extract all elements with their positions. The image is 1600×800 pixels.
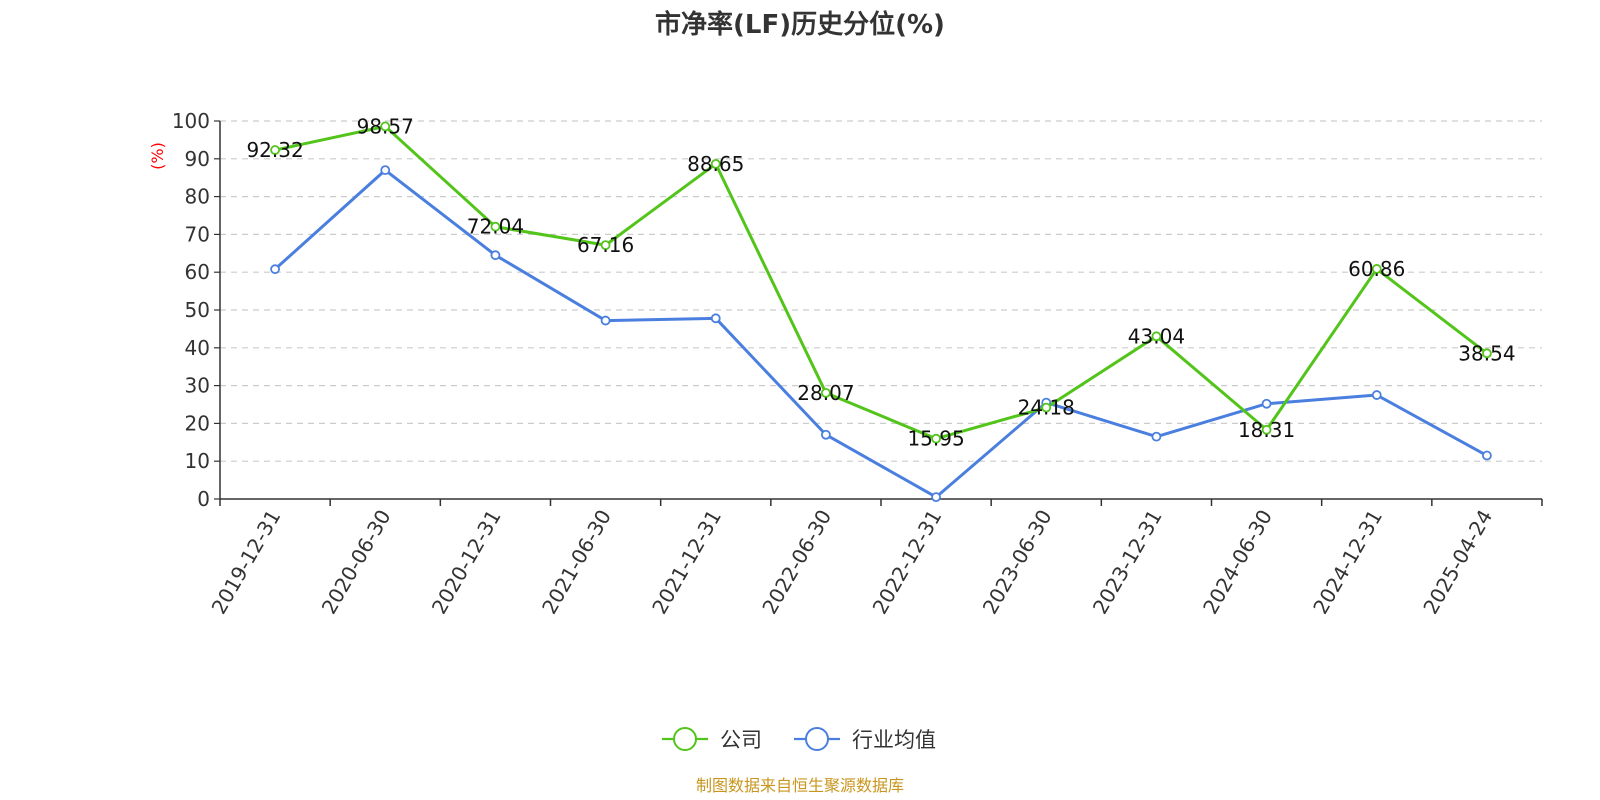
data-point[interactable] — [821, 429, 831, 440]
x-tick-label: 2020-06-30 — [317, 506, 396, 619]
data-point[interactable] — [490, 250, 501, 261]
data-point[interactable] — [1041, 402, 1052, 413]
data-label: 88.65 — [687, 152, 744, 176]
x-tick-label: 2024-12-31 — [1308, 506, 1387, 619]
data-point[interactable] — [1261, 398, 1272, 409]
y-tick-label: 30 — [185, 374, 210, 398]
series-lines — [270, 121, 1492, 503]
data-label: 92.32 — [246, 138, 303, 162]
chart-title: 市净率(LF)历史分位(%) — [655, 9, 945, 40]
data-point[interactable] — [380, 121, 391, 132]
data-label: 67.16 — [577, 233, 634, 257]
data-label: 38.54 — [1458, 341, 1515, 365]
source-note: 制图数据来自恒生聚源数据库 — [696, 776, 904, 795]
y-tick-label: 20 — [185, 411, 210, 435]
data-label: 15.95 — [907, 427, 964, 451]
data-label: 60.86 — [1348, 257, 1405, 281]
y-tick-label: 80 — [185, 185, 210, 209]
y-tick-label: 50 — [185, 298, 210, 322]
x-tick-label: 2021-06-30 — [537, 506, 616, 619]
y-tick-label: 90 — [185, 147, 210, 171]
data-point[interactable] — [380, 165, 391, 176]
x-tick-label: 2023-12-31 — [1088, 506, 1167, 619]
y-tick-label: 60 — [185, 260, 210, 284]
data-point[interactable] — [1151, 431, 1162, 442]
data-point[interactable] — [600, 315, 611, 326]
y-tick-label: 10 — [185, 449, 210, 473]
data-label: 72.04 — [467, 215, 524, 239]
data-point[interactable] — [1151, 331, 1162, 342]
y-axis-label: (%) — [148, 142, 167, 170]
data-point[interactable] — [710, 313, 721, 324]
y-tick-label: 40 — [185, 336, 210, 360]
data-point[interactable] — [1371, 264, 1382, 274]
y-tick-label: 70 — [185, 222, 210, 246]
x-tick-label: 2024-06-30 — [1198, 506, 1277, 619]
data-point[interactable] — [600, 240, 611, 251]
data-point[interactable] — [931, 433, 941, 444]
data-label: 18.31 — [1238, 418, 1295, 442]
data-label: 24.18 — [1018, 396, 1075, 420]
data-point[interactable] — [270, 145, 280, 155]
axes: 0 10 20 30 40 50 60 70 80 90 100 2019-12-31 2020-06-… — [172, 109, 1543, 619]
legend-label: 公司 — [720, 728, 762, 752]
data-point[interactable] — [1482, 450, 1492, 461]
y-tick-label: 100 — [172, 109, 210, 133]
data-point[interactable] — [490, 221, 501, 232]
x-tick-label: 2019-12-31 — [207, 506, 286, 619]
data-point[interactable] — [931, 492, 941, 503]
legend-item[interactable]: 公司 — [662, 727, 762, 752]
data-label: 98.57 — [357, 114, 414, 138]
data-point[interactable] — [821, 387, 831, 398]
x-tick-label: 2022-12-31 — [868, 506, 947, 619]
legend-circle-icon — [673, 727, 697, 751]
data-point[interactable] — [1261, 424, 1272, 435]
data-label: 43.04 — [1128, 324, 1185, 348]
series-line — [274, 168, 1488, 499]
gridlines — [220, 120, 1542, 462]
legend-item[interactable]: 行业均值 — [794, 727, 936, 752]
x-tick-label: 2021-12-31 — [647, 506, 726, 619]
x-tick-label: 2022-06-30 — [757, 506, 836, 619]
x-tick-label: 2025-04-24 — [1418, 506, 1497, 619]
legend-circle-icon — [805, 727, 829, 751]
series-line — [274, 124, 1488, 441]
data-point[interactable] — [710, 159, 721, 169]
data-point[interactable] — [1482, 348, 1492, 359]
x-tick-label: 2020-12-31 — [427, 506, 506, 619]
data-point[interactable] — [1371, 390, 1382, 400]
data-labels: 92.32 98.57 72.04 67.16 88.65 28.07 15.95 24.18… — [246, 114, 1515, 450]
data-label: 28.07 — [797, 381, 854, 405]
legend-label: 行业均值 — [852, 728, 936, 752]
data-point[interactable] — [270, 264, 280, 275]
x-tick-label: 2023-06-30 — [978, 506, 1057, 619]
y-tick-label: 0 — [197, 487, 210, 511]
legend[interactable]: 公司 行业均值 — [662, 727, 936, 752]
